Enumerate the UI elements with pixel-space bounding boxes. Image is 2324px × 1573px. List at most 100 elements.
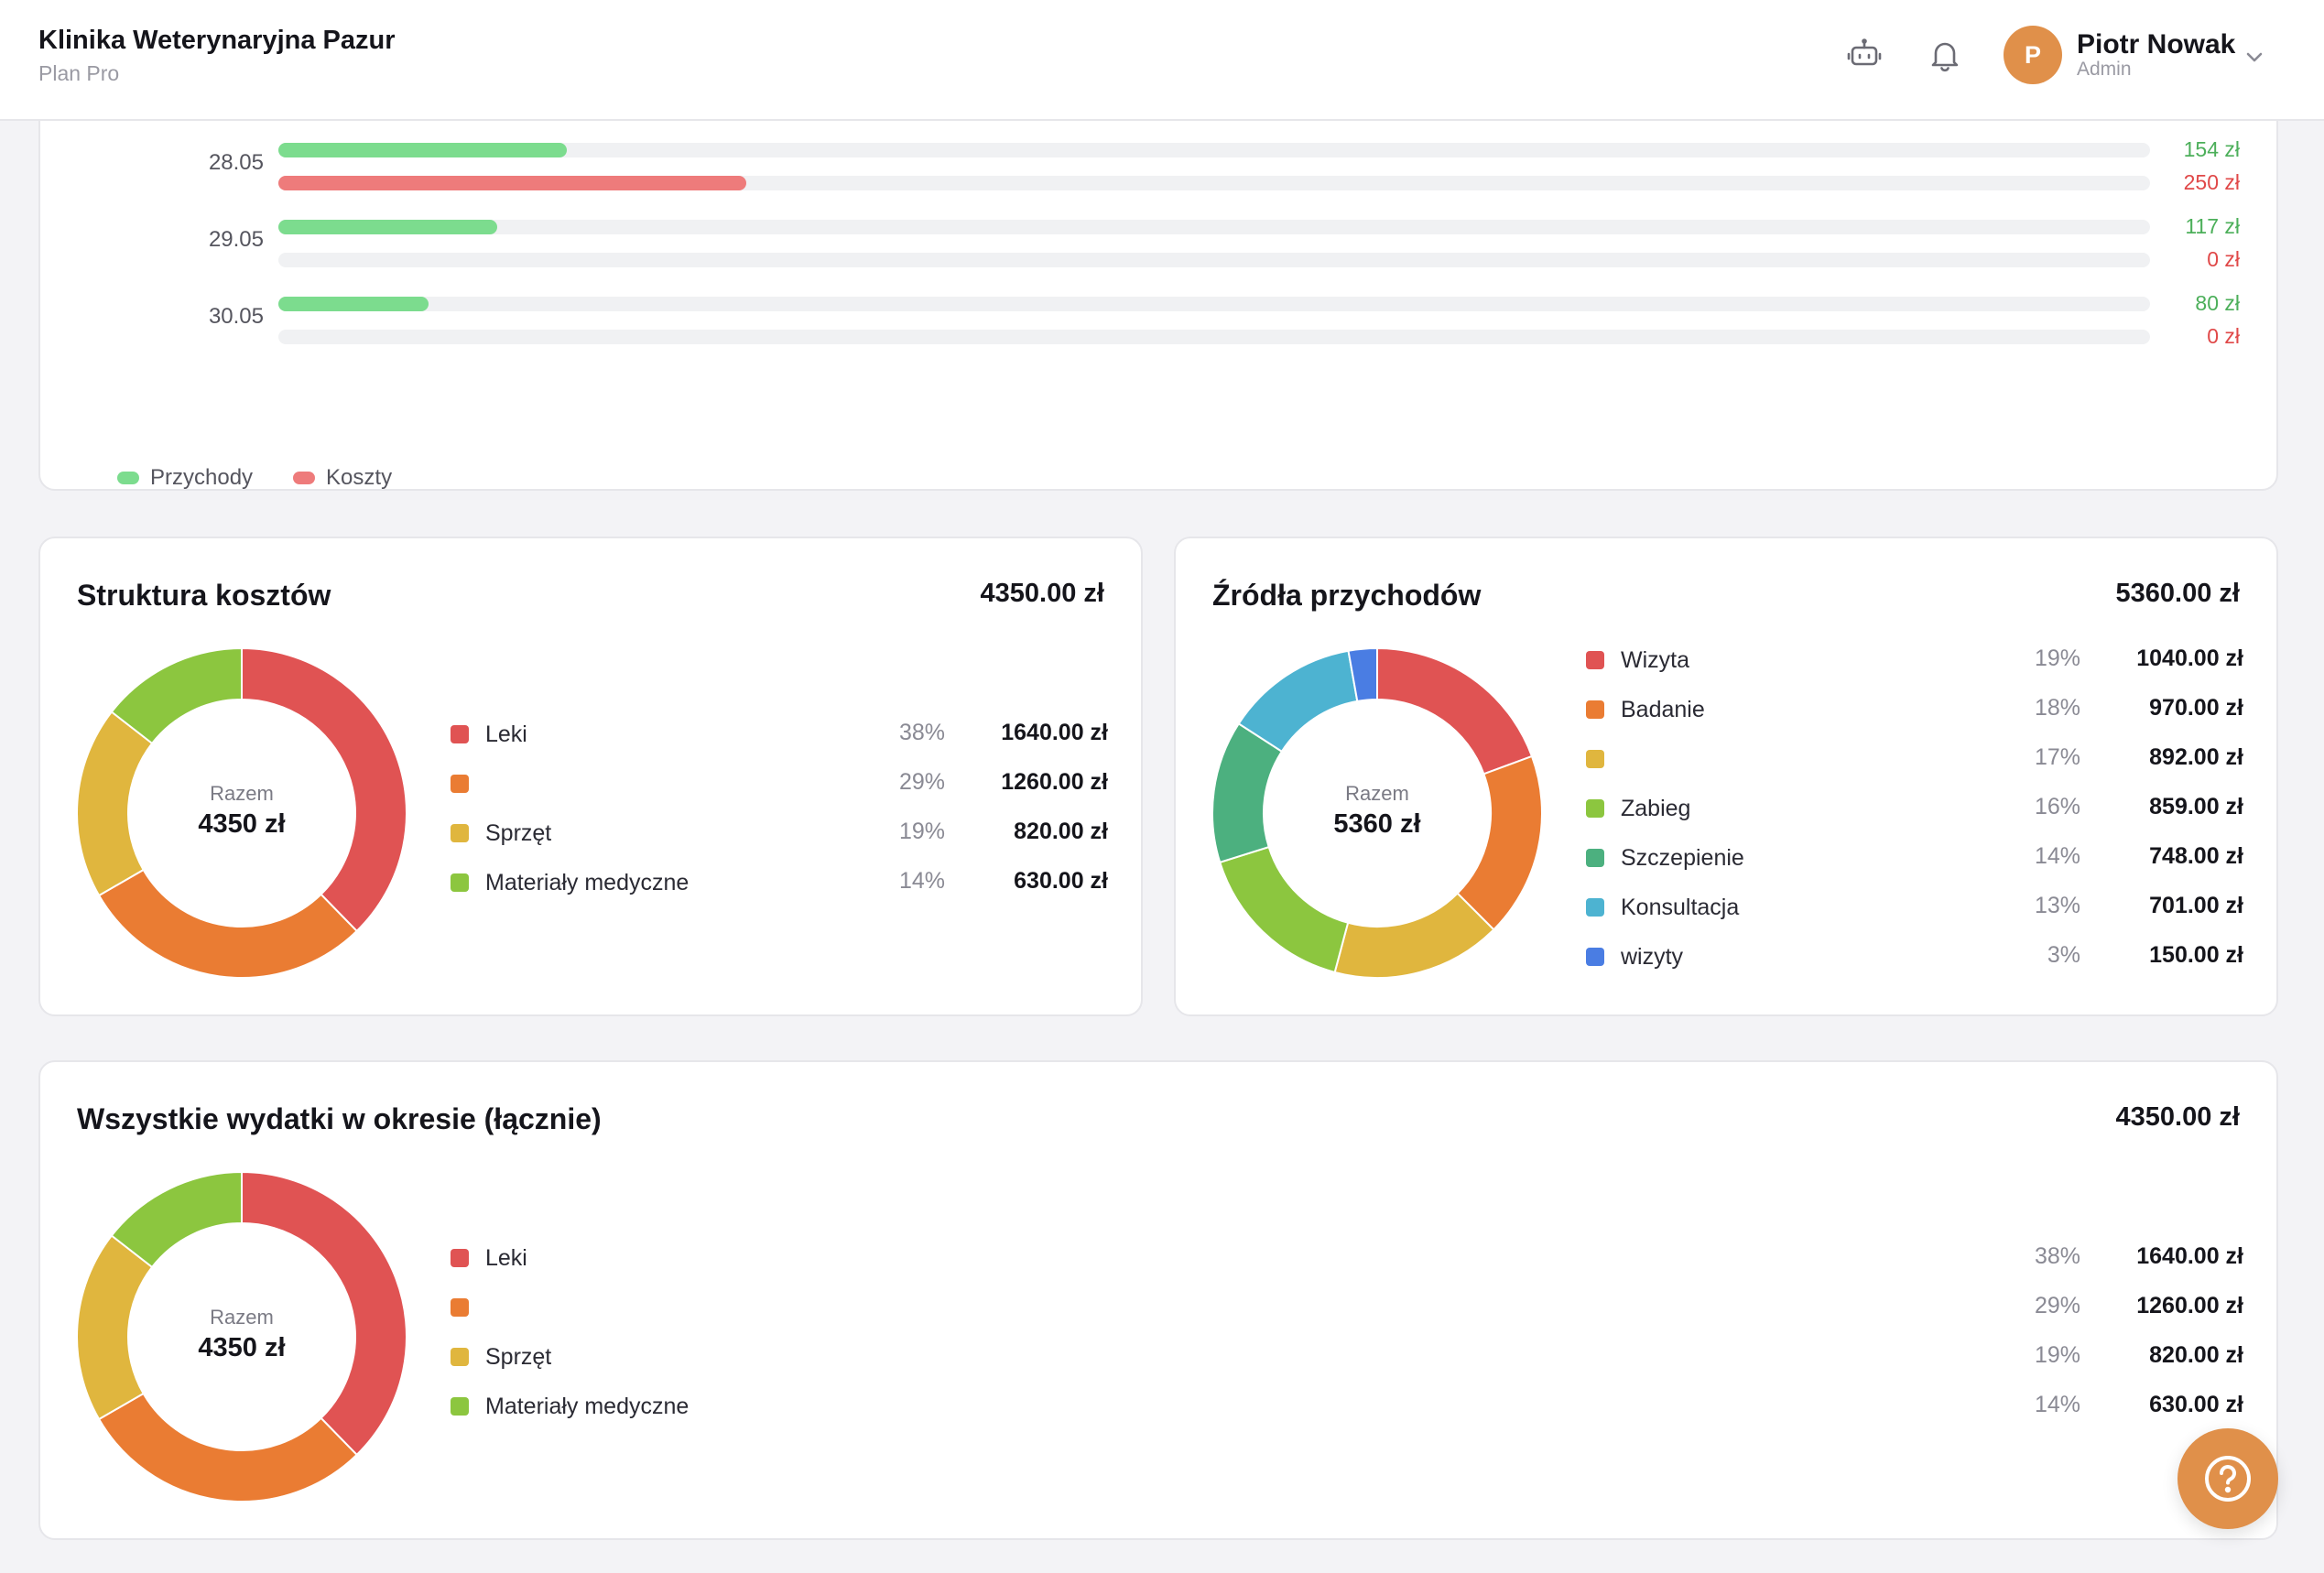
legend-amount: 1640.00 zł [2136,1243,2243,1269]
robot-icon[interactable] [1844,35,1884,75]
income-bar [278,220,497,234]
legend-swatch [451,1397,469,1416]
donut-slice[interactable] [1376,648,1534,776]
legend-amount: 630.00 zł [2149,1392,2243,1417]
card-title: Wszystkie wydatki w okresie (łącznie) [77,1102,602,1135]
chart-legend: Przychody Koszty [117,465,392,491]
legend-swatch [1586,750,1604,768]
legend-item: Badanie [1586,693,1705,726]
legend-amount: 892.00 zł [2149,744,2243,770]
legend-item [451,767,485,800]
legend-income-label: Przychody [150,465,254,490]
donut-slice[interactable] [110,1172,243,1269]
donut-slice[interactable] [1218,845,1350,974]
legend-percent: 19% [898,819,945,844]
legend-percent: 19% [2034,645,2080,671]
legend-label: Sprzęt [485,819,552,846]
card-total: 4350.00 zł [2115,1102,2240,1132]
all-expenses-donut-chart [77,1172,407,1502]
expense-value: 0 zł [2207,324,2240,348]
income-value: 80 zł [2195,291,2240,315]
legend-swatch [451,824,469,842]
help-button[interactable] [2177,1428,2278,1529]
legend-label: Konsultacja [1621,894,1740,920]
income-bar [278,143,567,157]
all-expenses-card: Wszystkie wydatki w okresie (łącznie) 43… [38,1060,2278,1540]
legend-expense-label: Koszty [326,465,393,490]
card-total: 5360.00 zł [2115,579,2240,608]
legend-item: Leki [451,1242,527,1275]
legend-swatch [1586,799,1604,818]
card-title: Struktura kosztów [77,579,331,612]
legend-swatch [1586,948,1604,966]
legend-amount: 150.00 zł [2149,942,2243,968]
legend-item: Szczepienie [1586,841,1744,874]
legend-label: Materiały medyczne [485,869,690,895]
donut-center-value: 5360 zł [1333,809,1421,839]
date-label: 30.05 [208,304,264,329]
income-value: 117 zł [2185,214,2240,238]
legend-amount: 1260.00 zł [2136,1293,2243,1318]
legend-item: Leki [451,718,527,751]
legend-amount: 1640.00 zł [1001,720,1108,745]
donut-slice[interactable] [110,648,243,745]
legend-amount: 701.00 zł [2149,893,2243,918]
legend-swatch [451,873,469,892]
legend-item: wizyty [1586,940,1683,973]
income-donut-chart [1212,648,1542,978]
legend-swatch [451,1348,469,1366]
legend-label: Badanie [1621,696,1705,722]
donut-slice[interactable] [97,1392,359,1502]
legend-item [1586,743,1621,776]
legend-percent: 38% [898,720,945,745]
legend-item [451,1291,485,1324]
income-value: 154 zł [2183,137,2240,161]
user-role: Admin [2077,59,2132,80]
legend-percent: 13% [2034,893,2080,918]
avatar[interactable]: P [2004,26,2062,84]
legend-item: Sprzęt [451,1340,551,1373]
legend-label: Zabieg [1621,795,1691,821]
chevron-down-icon[interactable] [2242,44,2267,70]
expense-bar [278,176,746,190]
income-bar-track [278,143,2150,157]
income-bar-track [278,220,2150,234]
legend-swatch [451,725,469,743]
legend-item: Sprzęt [451,817,551,850]
bell-icon[interactable] [1925,35,1965,75]
donut-slice[interactable] [241,1172,407,1457]
donut-slice[interactable] [241,648,407,933]
user-name[interactable]: Piotr Nowak [2077,29,2236,60]
legend-percent: 19% [2034,1342,2080,1368]
legend-percent: 3% [2047,942,2080,968]
expense-value: 250 zł [2183,170,2240,194]
legend-item: Wizyta [1586,644,1689,677]
legend-income-swatch [117,472,139,484]
plan-name: Plan Pro [38,61,120,85]
donut-slice[interactable] [97,868,359,978]
legend-label: Szczepienie [1621,844,1744,871]
legend-swatch [1586,898,1604,917]
legend-item: Materiały medyczne [451,866,689,899]
legend-label: wizyty [1621,943,1684,970]
legend-label: Sprzęt [485,1343,552,1370]
legend-label: Leki [485,721,527,747]
cost-donut-chart [77,648,407,978]
legend-percent: 18% [2034,695,2080,721]
date-label: 28.05 [208,150,264,175]
legend-item: Zabieg [1586,792,1690,825]
expense-bar-track [278,253,2150,267]
legend-expense-swatch [293,472,316,484]
legend-amount: 820.00 zł [1014,819,1108,844]
legend-swatch [451,1298,469,1317]
donut-slice[interactable] [1333,892,1495,978]
donut-slice[interactable] [1347,648,1378,703]
legend-swatch [1586,700,1604,719]
legend-amount: 748.00 zł [2149,843,2243,869]
legend-percent: 29% [2034,1293,2080,1318]
donut-center-label: Razem [210,782,274,805]
top-header: Klinika Weterynaryjna Pazur Plan Pro P P… [0,0,2324,121]
legend-swatch [451,775,469,793]
legend-swatch [1586,651,1604,669]
legend-swatch [1586,849,1604,867]
